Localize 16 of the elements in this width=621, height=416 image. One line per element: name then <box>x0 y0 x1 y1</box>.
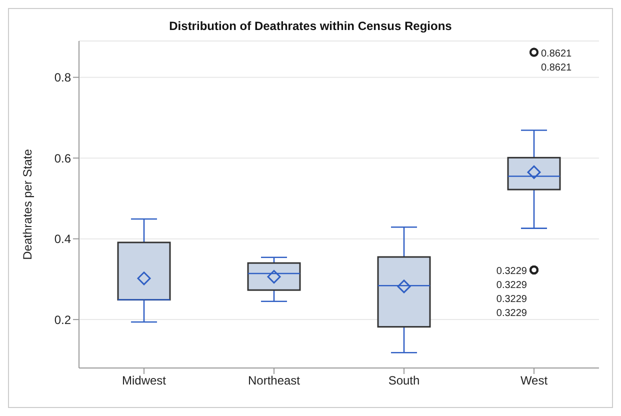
y-tick-label: 0.2 <box>54 312 72 327</box>
annotation: 0.8621 <box>541 62 572 74</box>
x-tick-label: South <box>388 374 420 388</box>
annotation: 0.3229 <box>496 280 528 291</box>
annotation: 0.8621 <box>541 48 572 60</box>
annotation: 0.3229 <box>496 266 528 277</box>
x-tick-label: West <box>520 374 548 388</box>
y-axis-title: Deathrates per State <box>20 148 34 260</box>
y-tick-label: 0.8 <box>54 70 72 85</box>
y-tick-label: 0.4 <box>54 232 72 246</box>
annotation: 0.3229 <box>496 294 528 305</box>
x-tick-label: Northeast <box>248 374 301 388</box>
x-tick-label: Midwest <box>122 374 167 388</box>
chart-title: Distribution of Deathrates within Census Regions <box>168 19 453 33</box>
annotation: 0.3229 <box>496 308 528 319</box>
y-tick-label: 0.6 <box>54 151 72 166</box>
